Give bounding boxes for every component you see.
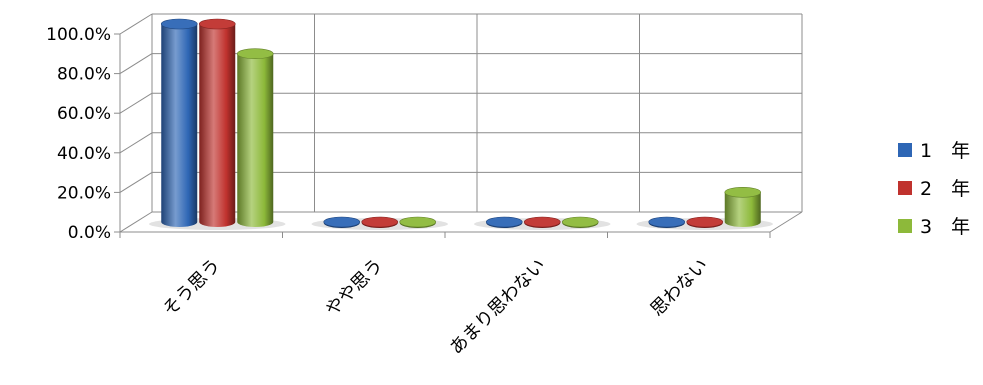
y-tick-label: 40.0% (57, 144, 111, 164)
bar (399, 216, 437, 228)
x-axis-category-labels: そう思う やや思う あまり思わない 思わない (159, 255, 712, 359)
bar-top (686, 216, 724, 228)
y-tick-label: 0.0% (68, 223, 111, 243)
floor-right-edge (769, 211, 803, 233)
y-axis-tick-labels: 0.0% 20.0% 40.0% 60.0% 80.0% 100.0% (46, 25, 111, 243)
bar-top (561, 216, 599, 228)
bar-top (323, 216, 361, 228)
bar (160, 18, 198, 227)
bar-top (198, 18, 236, 30)
bar-body (237, 53, 274, 228)
bar (648, 216, 686, 228)
bar (236, 48, 274, 228)
gridline-side (119, 211, 153, 233)
floor (120, 212, 802, 232)
bar (561, 216, 599, 228)
legend-label: 2 年 (920, 178, 970, 200)
gridline-side (119, 92, 153, 114)
category-label: そう思う (159, 255, 225, 321)
y-tick-label: 80.0% (57, 65, 111, 85)
y-tick-label: 100.0% (46, 25, 111, 45)
gridline-side (119, 53, 153, 75)
legend-swatch (898, 219, 912, 233)
axes (114, 33, 803, 238)
side-wall (120, 14, 152, 232)
y-tick-label: 20.0% (57, 183, 111, 203)
bars (160, 18, 762, 228)
bar-top (724, 187, 762, 198)
bar (724, 187, 762, 227)
bar-top (485, 216, 523, 228)
bar-top (399, 216, 437, 228)
bar-body (724, 192, 761, 227)
legend-swatch (898, 181, 912, 195)
bar (361, 216, 399, 228)
bar (686, 216, 724, 228)
gridline-side (119, 13, 153, 35)
category-label: やや思う (322, 255, 388, 321)
category-label: あまり思わない (446, 255, 550, 359)
legend-item: 3 年 (898, 216, 970, 238)
bar-top (648, 216, 686, 228)
legend: 1 年 2 年 3 年 (898, 140, 970, 238)
bar (323, 216, 361, 228)
legend-item: 2 年 (898, 178, 970, 200)
bar (523, 216, 561, 228)
bar-body (199, 24, 236, 227)
category-label: 思わない (647, 255, 713, 321)
gridline-side (119, 132, 153, 154)
gridline-side (119, 171, 153, 193)
bar (485, 216, 523, 228)
bar-body (161, 24, 198, 227)
bar-top (361, 216, 399, 228)
bar-top (236, 48, 274, 60)
legend-label: 1 年 (920, 140, 970, 162)
legend-item: 1 年 (898, 140, 970, 162)
legend-label: 3 年 (920, 216, 970, 238)
bar-top (523, 216, 561, 228)
legend-swatch (898, 143, 912, 157)
bar (198, 18, 236, 227)
y-tick-label: 60.0% (57, 104, 111, 124)
bar-top (160, 18, 198, 30)
